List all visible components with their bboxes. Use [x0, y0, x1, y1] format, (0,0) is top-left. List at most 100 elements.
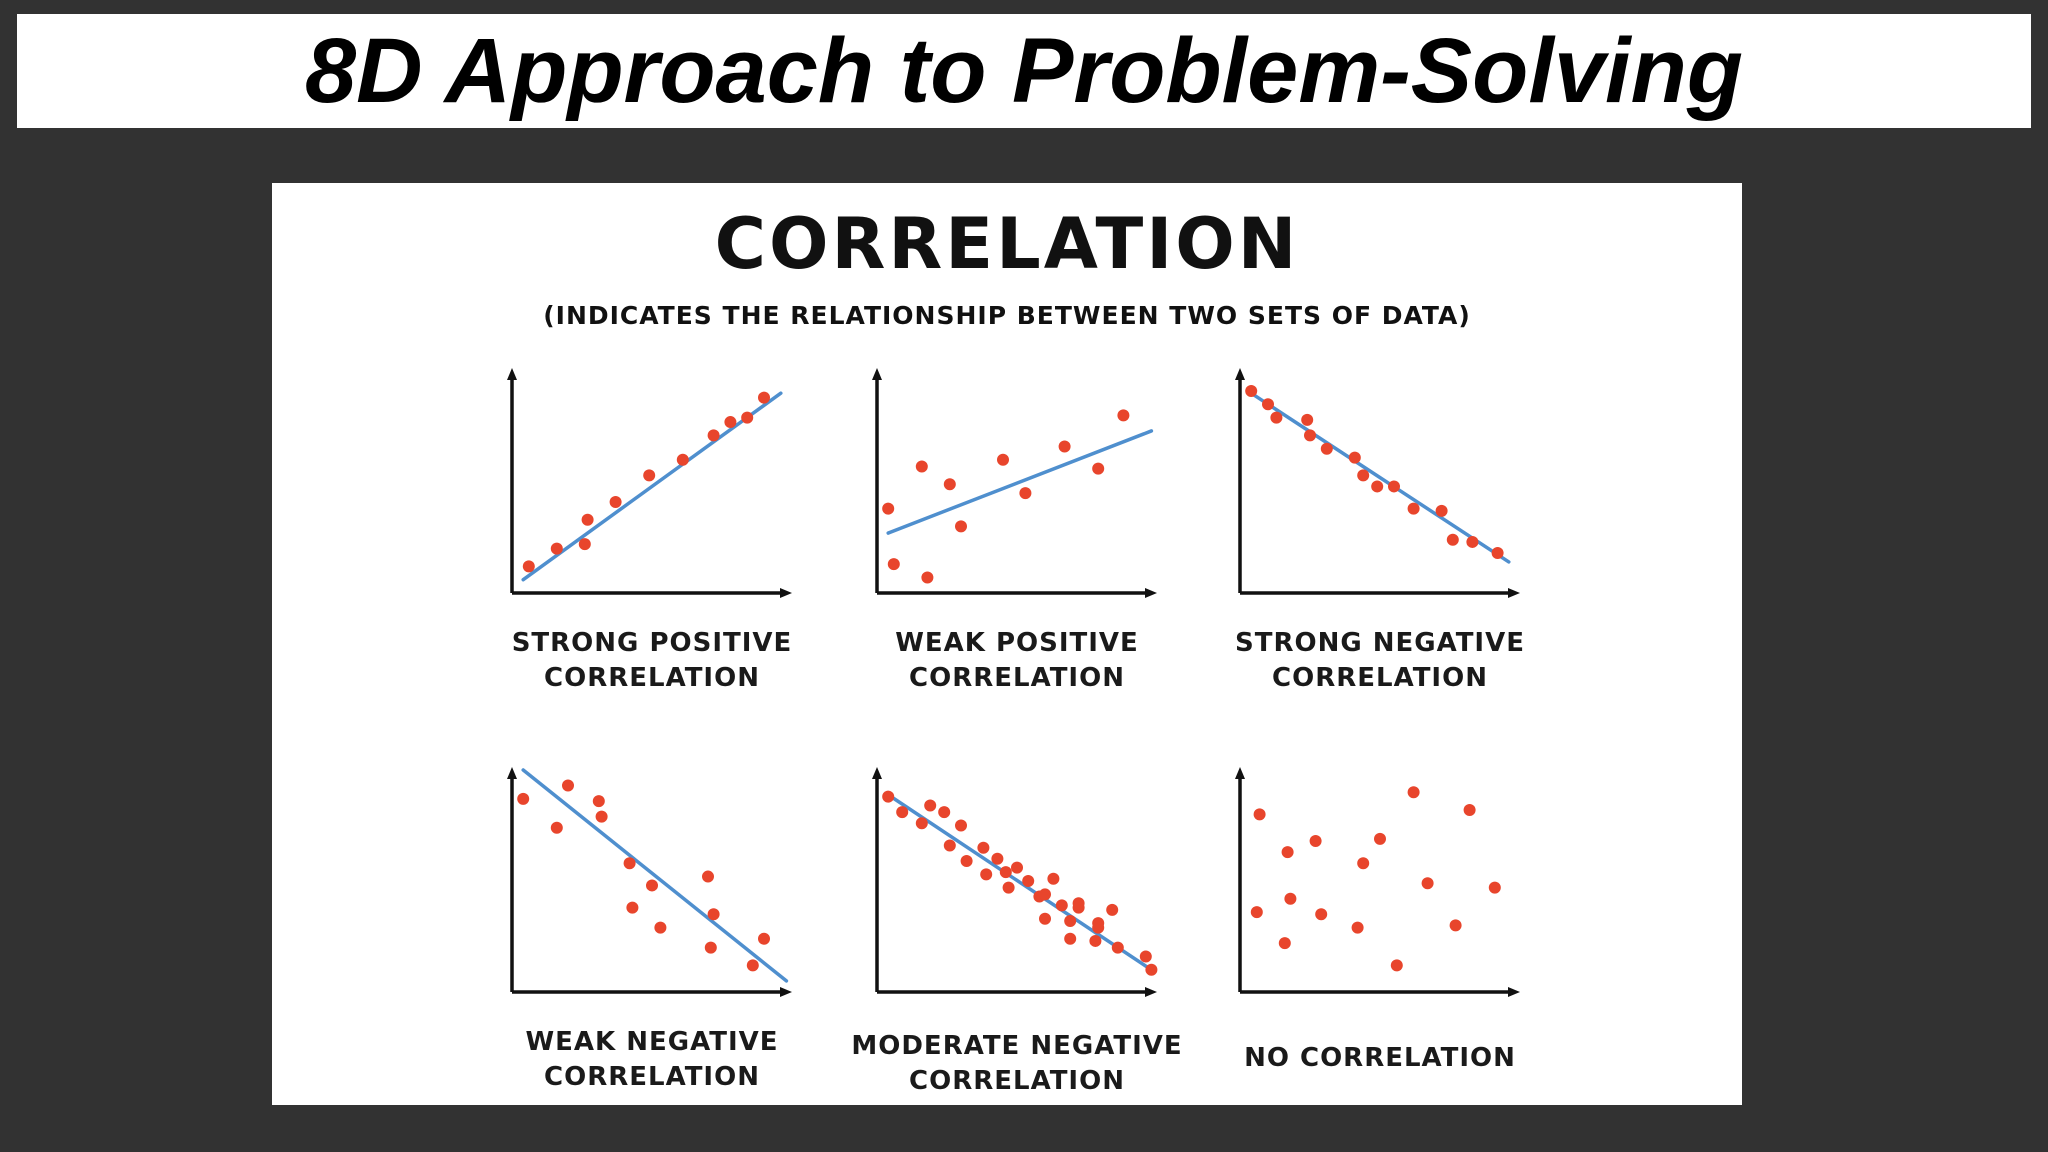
data-point: [1022, 875, 1035, 887]
panel-label-strong-positive: STRONG POSITIVE CORRELATION: [482, 626, 822, 696]
data-point: [955, 520, 967, 533]
x-axis-arrow: [1508, 987, 1520, 997]
data-point: [938, 806, 951, 819]
panel-weak-positive: WEAK POSITIVE CORRELATION: [867, 356, 1167, 693]
panel-strong-negative: STRONG NEGATIVE CORRELATION: [1230, 356, 1530, 693]
data-point: [1304, 429, 1316, 442]
data-point: [741, 411, 754, 424]
data-point: [1011, 861, 1023, 874]
data-point: [1092, 462, 1105, 475]
data-point: [1111, 941, 1124, 954]
data-point: [915, 460, 928, 473]
data-point: [1019, 487, 1032, 500]
data-point: [654, 921, 667, 934]
data-point: [609, 495, 622, 508]
data-point: [1421, 877, 1434, 890]
figure-subheading: (INDICATES THE RELATIONSHIP BETWEEN TWO …: [543, 301, 1471, 330]
data-point: [562, 779, 574, 792]
data-point: [980, 868, 993, 881]
data-point: [1309, 835, 1322, 848]
data-point: [1106, 903, 1119, 916]
y-axis-arrow: [1235, 767, 1245, 779]
trend-line: [886, 429, 1154, 535]
data-point: [1092, 917, 1105, 930]
figure-heading: CORRELATION: [714, 203, 1300, 285]
data-point: [1245, 384, 1258, 397]
panel-moderate-negative: MODERATE NEGATIVE CORRELATION: [851, 755, 1182, 1096]
data-point: [1357, 857, 1370, 870]
data-point: [1064, 914, 1077, 927]
panel-label-line: STRONG POSITIVE: [511, 628, 793, 658]
panel-label-strong-negative: STRONG NEGATIVE CORRELATION: [1210, 626, 1550, 696]
data-point: [1270, 411, 1283, 424]
y-axis-arrow: [872, 767, 882, 779]
trend-line: [521, 391, 783, 582]
data-point: [1278, 937, 1291, 950]
scatter-plot-strong-negative: [1235, 368, 1520, 598]
data-point: [704, 941, 717, 954]
data-point: [1117, 409, 1130, 422]
data-point: [1315, 908, 1328, 921]
data-point: [1371, 480, 1384, 493]
data-point: [1488, 881, 1501, 894]
panel-label-weak-negative: WEAK NEGATIVE CORRELATION: [482, 1025, 822, 1095]
data-point: [977, 841, 990, 854]
data-point: [955, 819, 967, 832]
data-point: [882, 790, 895, 803]
data-point: [1407, 502, 1420, 515]
data-point: [676, 453, 689, 466]
data-point: [626, 901, 639, 914]
data-point: [1262, 398, 1274, 411]
data-point: [1072, 897, 1085, 910]
data-point: [517, 792, 530, 805]
panel-label-line: NO CORRELATION: [1244, 1043, 1516, 1073]
scatter-plot-moderate-negative: [872, 767, 1158, 997]
data-point: [1002, 881, 1015, 894]
trend-line: [889, 794, 1154, 972]
panel-label-line: WEAK NEGATIVE: [525, 1027, 779, 1057]
data-point: [623, 857, 636, 870]
data-point: [1348, 451, 1361, 464]
panel-strong-positive: STRONG POSITIVE CORRELATION: [502, 356, 802, 693]
trend-line: [521, 768, 789, 983]
panel-label-line: WEAK POSITIVE: [895, 628, 1139, 658]
data-point: [960, 855, 973, 868]
data-point: [1463, 803, 1476, 816]
data-point: [1145, 963, 1158, 976]
panel-label-line: CORRELATION: [544, 1062, 760, 1092]
data-point: [1435, 504, 1448, 517]
data-point: [1466, 535, 1479, 548]
data-point: [581, 513, 594, 526]
data-point: [1047, 872, 1060, 885]
data-point: [882, 502, 895, 515]
data-point: [1250, 906, 1263, 919]
data-point: [1491, 547, 1504, 560]
panel-label-line: STRONG NEGATIVE: [1235, 628, 1525, 658]
panel-no-correlation: NO CORRELATION: [1230, 755, 1530, 1073]
x-axis-arrow: [1145, 987, 1157, 997]
correlation-figure: CORRELATION (INDICATES THE RELATIONSHIP …: [272, 183, 1742, 1105]
data-point: [522, 560, 535, 573]
data-point: [1284, 892, 1297, 905]
data-point: [1139, 950, 1152, 963]
data-point: [1064, 932, 1077, 945]
x-axis-arrow: [780, 987, 792, 997]
data-point: [887, 558, 900, 571]
data-point: [921, 571, 934, 584]
data-point: [578, 538, 591, 551]
data-point: [707, 429, 720, 442]
data-point: [997, 453, 1009, 466]
data-point: [924, 799, 937, 812]
y-axis-arrow: [507, 368, 517, 380]
panel-label-moderate-negative: MODERATE NEGATIVE CORRELATION: [847, 1029, 1187, 1099]
slide-title: 8D Approach to Problem-Solving: [304, 19, 1744, 122]
data-point: [943, 839, 956, 852]
panel-label-weak-positive: WEAK POSITIVE CORRELATION: [847, 626, 1187, 696]
data-point: [595, 810, 608, 823]
data-point: [1089, 934, 1102, 947]
x-axis-arrow: [1508, 588, 1520, 598]
data-point: [1351, 921, 1364, 934]
data-point: [1388, 480, 1400, 493]
scatter-plot-weak-positive: [872, 368, 1157, 598]
data-point: [724, 416, 737, 429]
